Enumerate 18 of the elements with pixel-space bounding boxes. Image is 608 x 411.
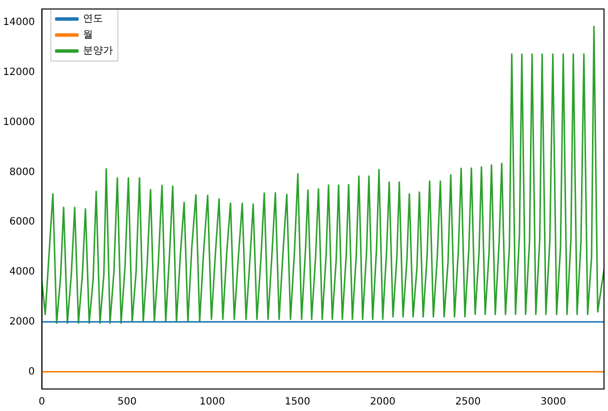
x-tick-label: 1000	[200, 396, 225, 408]
y-tick-label: 8000	[9, 166, 35, 178]
x-tick-label: 1500	[284, 396, 310, 408]
y-tick-label: 12000	[3, 66, 35, 78]
legend-label: 연도	[82, 14, 103, 25]
y-tick-label: 2000	[9, 316, 35, 328]
x-tick-label: 0	[38, 396, 45, 408]
y-tick-label: 14000	[3, 17, 35, 28]
y-tick-label: 6000	[9, 216, 35, 228]
x-tick-label: 3000	[540, 396, 566, 408]
legend-label: 분양가	[82, 46, 113, 57]
x-tick-label: 2500	[455, 396, 481, 408]
x-tick-label: 500	[117, 396, 137, 408]
y-tick-label: 10000	[3, 116, 35, 128]
x-tick-label: 2000	[370, 396, 396, 408]
legend-label: 월	[82, 30, 93, 41]
y-tick-label: 0	[28, 366, 35, 378]
y-tick-label: 4000	[9, 266, 35, 278]
